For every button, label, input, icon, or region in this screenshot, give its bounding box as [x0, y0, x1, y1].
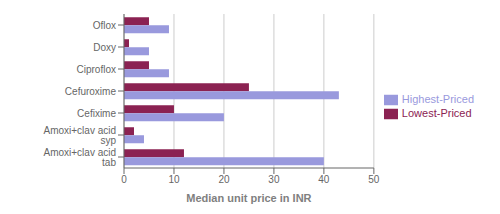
svg-text:30: 30 — [268, 174, 280, 185]
html-text:Lowest-Priced: Lowest-Priced — [401, 107, 472, 119]
svg-text:Doxy: Doxy — [93, 42, 116, 53]
svg-text:0: 0 — [121, 174, 127, 185]
svg-text:50: 50 — [368, 174, 380, 185]
svg-text:40: 40 — [318, 174, 330, 185]
svg-text:Amoxi+clav acidsyp: Amoxi+clav acidsyp — [43, 125, 116, 146]
svg-text:Ciproflox: Ciproflox — [77, 64, 116, 75]
svg-text:Cefixime: Cefixime — [77, 108, 116, 119]
svg-text:20: 20 — [218, 174, 230, 185]
svg-text:Median unit price in INR: Median unit price in INR — [186, 192, 311, 204]
html-text:Highest-Priced: Highest-Priced — [401, 92, 474, 105]
svg-text:10: 10 — [168, 174, 180, 185]
svg-text:Cefuroxime: Cefuroxime — [65, 86, 117, 97]
svg-text:Oflox: Oflox — [93, 20, 116, 31]
svg-text:Amoxi+clav acidtab: Amoxi+clav acidtab — [43, 147, 116, 168]
